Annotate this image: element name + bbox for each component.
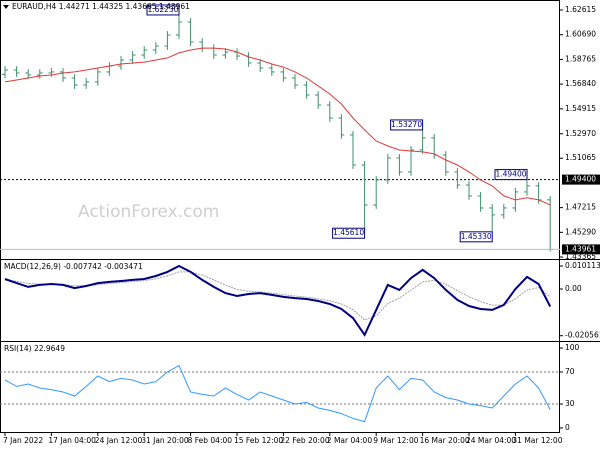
annotation-box [494, 169, 528, 181]
rsi-line [4, 364, 551, 423]
y-tick-label: 0.00 [565, 284, 582, 293]
y-tick-label: 30 [565, 399, 575, 408]
x-tick-label: 22 Feb 20:00 [280, 436, 329, 445]
annotation-box [459, 231, 493, 243]
annotation-box [332, 227, 366, 239]
macd-line [4, 264, 552, 337]
x-tick-label: 15 Feb 12:00 [234, 436, 283, 445]
x-tick-label: 2 Mar 04:00 [327, 436, 373, 445]
annotation-label: 1.53270 [391, 120, 422, 129]
price-label-box [562, 174, 600, 185]
y-tick-label: 1.58765 [565, 54, 596, 63]
y-tick-label: 1.60690 [565, 30, 596, 39]
y-tick-label: -0.020561 [565, 331, 600, 340]
x-tick-label: 24 Mar 04:00 [466, 436, 516, 445]
y-tick-label: 1.43365 [565, 252, 596, 261]
y-tick-label: 1.51065 [565, 153, 596, 162]
x-tick-label: 16 Mar 20:00 [420, 436, 470, 445]
x-tick-label: 31 Mar 12:00 [512, 436, 562, 445]
price-label-box [562, 244, 600, 255]
panel-title: MACD(12,26,9) -0.007742 -0.003471 [4, 262, 143, 271]
y-tick-label: 0.010113 [565, 261, 600, 270]
x-tick-label: 8 Feb 04:00 [188, 436, 233, 445]
menu-icon [3, 5, 9, 9]
x-tick-label: 24 Jan 12:00 [95, 436, 143, 445]
x-tick-label: 17 Jan 04:00 [48, 436, 96, 445]
x-tick-label: 9 Mar 12:00 [373, 436, 419, 445]
annotation-label: 1.62230 [147, 5, 178, 14]
annotation-label: 1.49400 [495, 170, 526, 179]
y-tick-label: 1.62615 [565, 5, 596, 14]
moving-average [4, 47, 551, 206]
annotation-label: 1.45610 [333, 228, 364, 237]
panel-title: EURAUD,H4 1.44271 1.44325 1.43665 1.4396… [12, 2, 190, 11]
y-tick-label: 0 [565, 423, 570, 432]
y-tick-label: 70 [565, 367, 575, 376]
panel-title: RSI(14) 22.9649 [4, 344, 65, 353]
y-tick-label: 1.52970 [565, 129, 596, 138]
y-tick-label: 1.47215 [565, 203, 596, 212]
x-tick-label: 7 Jan 2022 [3, 436, 43, 445]
annotation-box [390, 119, 424, 131]
y-tick-label: 100 [565, 343, 580, 352]
signal-line [4, 271, 551, 321]
watermark: ActionForex.com [78, 202, 219, 222]
plot-frame [0, 0, 560, 433]
x-tick-label: 31 Jan 20:00 [141, 436, 189, 445]
y-tick-label: 1.45290 [565, 227, 596, 236]
price-label: 1.43961 [565, 244, 596, 253]
y-tick-label: 1.54915 [565, 104, 596, 113]
annotation-box [146, 4, 180, 16]
annotation-label: 1.45330 [461, 232, 492, 241]
y-tick-label: 1.56840 [565, 79, 596, 88]
price-label: 1.49400 [565, 175, 596, 184]
